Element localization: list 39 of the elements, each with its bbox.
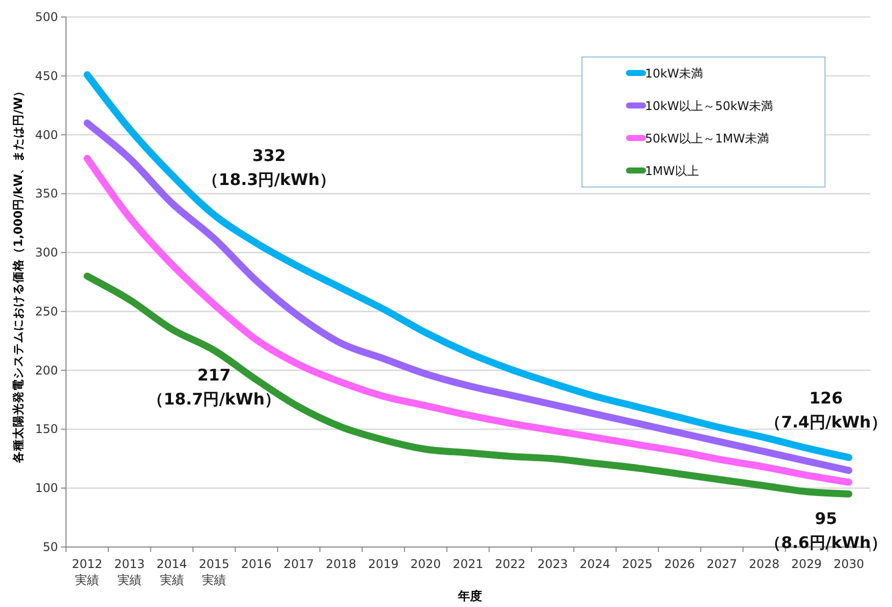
x-tick-label: 2016 [241, 557, 272, 571]
y-tick-label: 200 [35, 363, 58, 378]
x-tick-label: 2017 [283, 557, 314, 571]
x-tick-label: 2019 [368, 557, 399, 571]
legend-label: 50kW以上～1MW未満 [645, 132, 769, 146]
x-tick-label: 2013 実績 [114, 557, 145, 587]
y-tick-label: 450 [35, 68, 58, 83]
x-tick-label: 2024 [580, 557, 610, 571]
x-tick-label: 2023 [537, 557, 568, 571]
legend-label: 1MW以上 [645, 164, 699, 178]
x-tick-label: 2028 [748, 557, 780, 571]
y-tick-label: 50 [42, 540, 58, 554]
y-tick-label: 350 [35, 186, 58, 201]
y-tick-label: 300 [35, 246, 58, 260]
x-tick-label: 2012 実績 [72, 557, 102, 587]
x-tick-label: 2027 [706, 557, 738, 571]
legend-label: 10kW未満 [645, 66, 704, 80]
x-tick-label: 2025 [622, 557, 653, 571]
y-tick-label: 100 [35, 481, 58, 496]
x-tick-label: 2014 実績 [156, 557, 188, 587]
x-tick-label: 2022 [495, 557, 526, 571]
annotation: 217 （18.7円/kWh） [148, 365, 281, 408]
x-axis-title: 年度 [457, 589, 482, 603]
annotation: 95 （8.6円/kWh） [765, 509, 887, 552]
annotation: 126 （7.4円/kWh） [765, 388, 887, 432]
legend-label: 10kW以上～50kW未満 [645, 99, 774, 113]
annotation: 332 （18.3円/kWh） [202, 146, 336, 189]
y-tick-label: 400 [35, 128, 58, 142]
y-tick-label: 150 [35, 422, 58, 436]
x-tick-label: 2020 [410, 557, 441, 571]
x-tick-label: 2018 [326, 557, 356, 571]
x-tick-label: 2021 [452, 557, 484, 571]
x-tick-label: 2026 [664, 557, 695, 571]
y-axis-title: 各種太陽光発電システムにおける価格（1,000円/kW、または円/W） [11, 85, 25, 464]
y-tick-label: 500 [35, 10, 58, 24]
y-tick-label: 250 [35, 304, 58, 318]
x-tick-label: 2015 実績 [198, 557, 230, 587]
x-tick-label: 2030 [834, 557, 864, 571]
x-tick-label: 2029 [791, 557, 822, 571]
